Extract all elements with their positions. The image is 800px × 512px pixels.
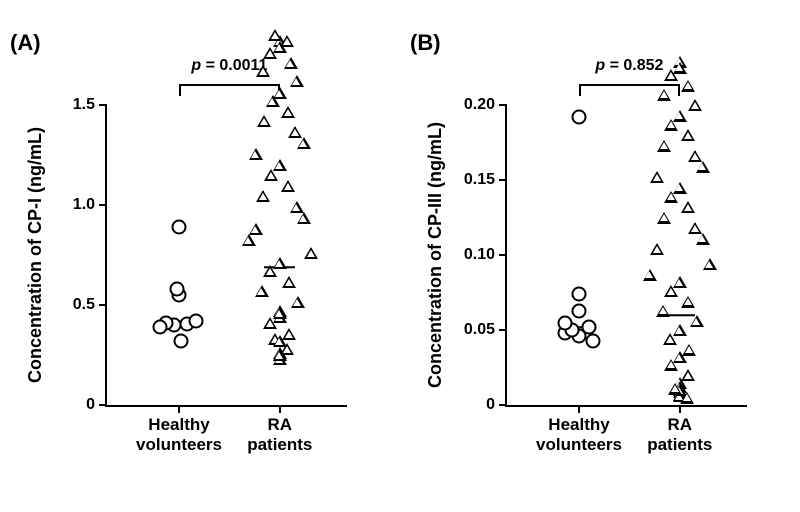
triangle-marker (656, 305, 670, 317)
triangle-marker (273, 349, 287, 361)
y-tick-label: 0.20 (464, 96, 507, 114)
circle-marker (152, 320, 167, 335)
triangle-marker (264, 169, 278, 181)
triangle-marker (273, 307, 287, 319)
triangle-marker (284, 57, 298, 69)
triangle-marker (657, 89, 671, 101)
panel-label: (B) (410, 30, 441, 56)
triangle-marker (263, 47, 277, 59)
triangle-marker (249, 148, 263, 160)
y-tick-label: 0.05 (464, 321, 507, 339)
y-tick-label: 1.5 (73, 96, 107, 114)
x-category-label: RApatients (247, 405, 312, 456)
y-tick-label: 0 (86, 396, 107, 414)
triangle-marker (257, 115, 271, 127)
circle-marker (188, 314, 203, 329)
triangle-marker (273, 335, 287, 347)
triangle-marker (650, 171, 664, 183)
y-tick-label: 0.5 (73, 296, 107, 314)
triangle-marker (664, 69, 678, 81)
triangle-marker (690, 315, 704, 327)
triangle-marker (681, 129, 695, 141)
triangle-marker (696, 161, 710, 173)
circle-marker (572, 110, 587, 125)
triangle-marker (643, 269, 657, 281)
panel-label: (A) (10, 30, 41, 56)
y-tick-label: 1.0 (73, 196, 107, 214)
panel: (B)00.050.100.150.20HealthyvolunteersRAp… (410, 30, 790, 500)
triangle-marker (664, 359, 678, 371)
triangle-marker (281, 180, 295, 192)
triangle-marker (304, 247, 318, 259)
x-category-label: Healthyvolunteers (136, 405, 222, 456)
triangle-marker (664, 285, 678, 297)
triangle-marker (256, 65, 270, 77)
triangle-marker (703, 258, 717, 270)
x-category-label: RApatients (647, 405, 712, 456)
triangle-marker (255, 285, 269, 297)
triangle-marker (263, 265, 277, 277)
circle-marker (172, 220, 187, 235)
y-tick-label: 0 (486, 396, 507, 414)
triangle-marker (663, 333, 677, 345)
y-axis-label: Concentration of CP-III (ng/mL) (425, 122, 446, 388)
circle-marker (572, 303, 587, 318)
circle-marker (174, 334, 189, 349)
triangle-marker (657, 140, 671, 152)
plot-area: 00.51.01.5HealthyvolunteersRApatientsp =… (105, 105, 347, 407)
triangle-marker (696, 233, 710, 245)
triangle-marker (681, 201, 695, 213)
triangle-marker (688, 99, 702, 111)
triangle-marker (256, 190, 270, 202)
panel: (A)00.51.01.5HealthyvolunteersRApatients… (10, 30, 390, 500)
circle-marker (581, 320, 596, 335)
circle-marker (169, 282, 184, 297)
triangle-marker (291, 296, 305, 308)
triangle-marker (680, 392, 694, 404)
significance-bracket (179, 84, 280, 86)
triangle-marker (297, 212, 311, 224)
triangle-marker (297, 137, 311, 149)
triangle-marker (266, 95, 280, 107)
circle-marker (557, 315, 572, 330)
triangle-marker (681, 296, 695, 308)
triangle-marker (664, 191, 678, 203)
triangle-marker (281, 106, 295, 118)
triangle-marker (242, 234, 256, 246)
triangle-marker (282, 276, 296, 288)
y-axis-label: Concentration of CP-I (ng/mL) (25, 127, 46, 383)
figure-container: (A)00.51.01.5HealthyvolunteersRApatients… (0, 0, 800, 512)
x-category-label: Healthyvolunteers (536, 405, 622, 456)
circle-marker (572, 287, 587, 302)
circle-marker (586, 333, 601, 348)
triangle-marker (681, 80, 695, 92)
y-tick-label: 0.15 (464, 171, 507, 189)
significance-bracket (579, 84, 680, 86)
triangle-marker (650, 243, 664, 255)
triangle-marker (290, 75, 304, 87)
p-value-text: p = 0.852 (595, 57, 663, 75)
plot-area: 00.050.100.150.20HealthyvolunteersRApati… (505, 105, 747, 407)
triangle-marker (664, 119, 678, 131)
triangle-marker (657, 212, 671, 224)
y-tick-label: 0.10 (464, 246, 507, 264)
